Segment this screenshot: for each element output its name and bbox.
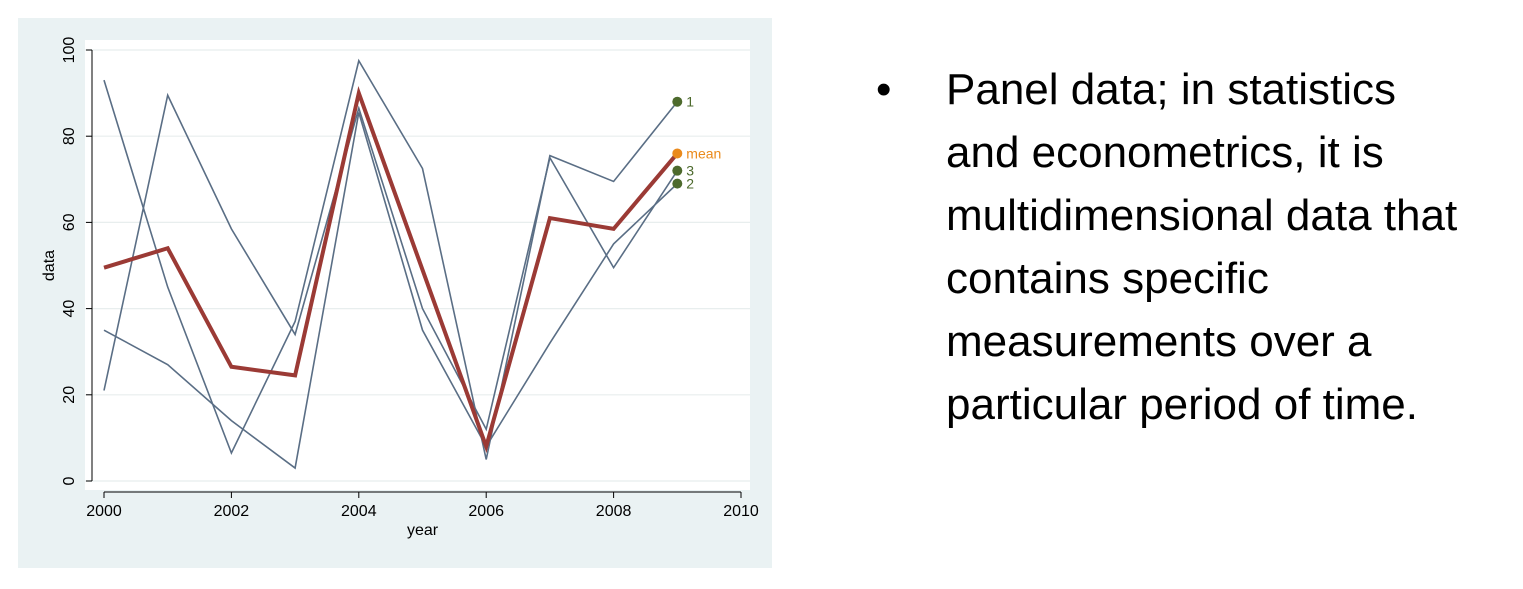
x-tick-label: 2004 — [341, 503, 377, 520]
series-line-3 — [103, 92, 678, 432]
x-tick-label: 2008 — [596, 503, 632, 520]
x-tick-label: 2010 — [723, 503, 759, 520]
x-tick-label: 2000 — [86, 503, 122, 520]
bullet-line: contains specific — [946, 254, 1269, 303]
gridlines — [85, 49, 750, 482]
slide-text: • Panel data; in statistics and economet… — [876, 58, 1516, 436]
y-tick-label: 40 — [61, 300, 78, 318]
bullet-line: measurements over a — [946, 317, 1372, 366]
bullet-line: and econometrics, it is — [946, 128, 1384, 177]
end-marker — [672, 178, 683, 189]
bullet-line: Panel data; in statistics — [946, 65, 1397, 114]
end-markers: 1 23 mean — [672, 94, 721, 192]
y-tick-label: 20 — [61, 386, 78, 404]
bullet-item: • Panel data; in statistics and economet… — [876, 58, 1516, 436]
end-marker — [672, 96, 683, 107]
y-tick-label: 80 — [61, 127, 78, 145]
series-line-2 — [103, 112, 678, 470]
end-marker — [672, 148, 683, 159]
series-lines — [103, 58, 679, 470]
end-label: 1 — [686, 94, 694, 110]
y-tick-label: 0 — [61, 476, 78, 485]
y-tick-label: 100 — [61, 37, 78, 64]
bullet-line: particular period of time. — [946, 380, 1418, 429]
y-axis-title: data — [41, 250, 58, 281]
bullet-dot-icon: • — [876, 65, 892, 114]
axes: 0 20 40 60 80 100 2000 2002 2004 2006 2008 2010 — [61, 37, 759, 520]
bullet-text: Panel data; in statistics and econometri… — [946, 58, 1516, 436]
end-marker — [672, 165, 683, 176]
x-axis-title: year — [407, 522, 439, 539]
x-tick-label: 2002 — [214, 503, 250, 520]
series-line-1 — [103, 58, 678, 460]
end-label: 3 — [686, 163, 694, 179]
end-label: 2 — [686, 176, 694, 192]
bullet-line: multidimensional data that — [946, 191, 1458, 240]
plot-area — [85, 40, 750, 490]
x-tick-label: 2006 — [468, 503, 504, 520]
line-chart: 0 20 40 60 80 100 2000 2002 2004 2006 2008 2010 1 23… — [41, 37, 759, 539]
series-line-mean — [103, 85, 679, 454]
y-tick-label: 60 — [61, 213, 78, 231]
end-label: mean — [686, 145, 721, 161]
